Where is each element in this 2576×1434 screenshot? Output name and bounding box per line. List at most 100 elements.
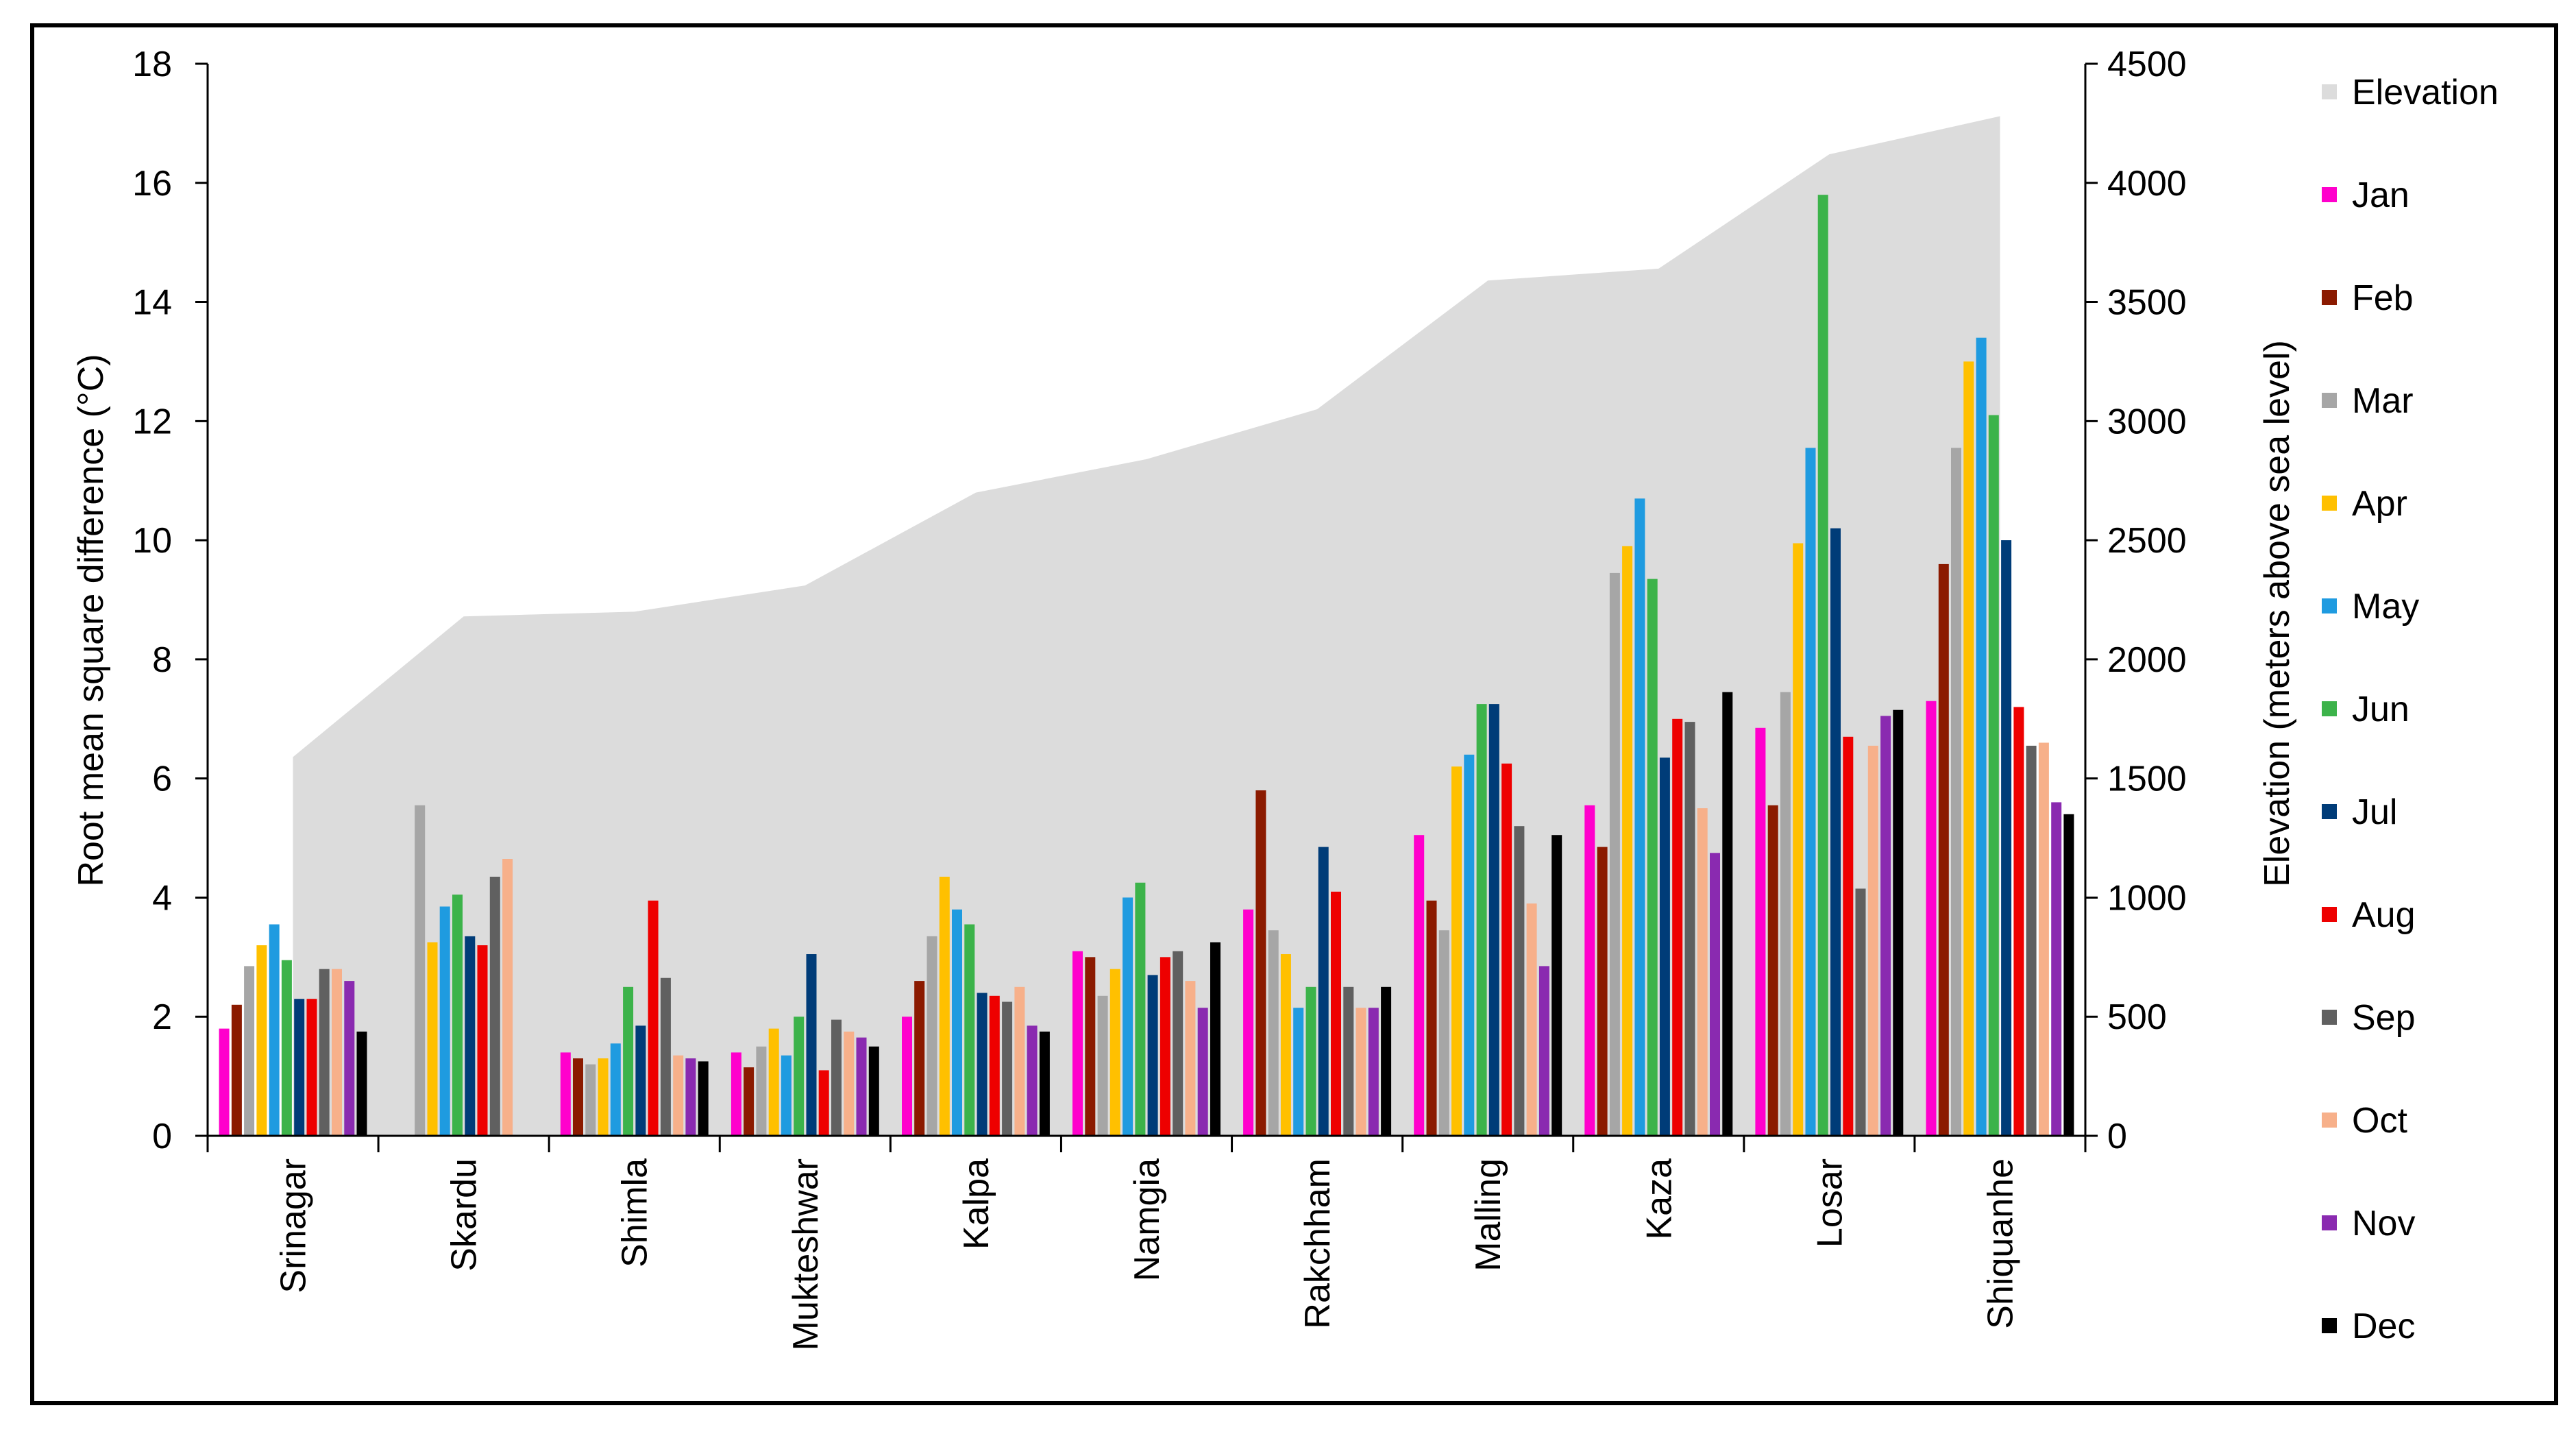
bar-mar-malling	[1438, 930, 1449, 1136]
bar-sep-rakchham	[1343, 986, 1354, 1136]
y-tick-label: 4	[152, 878, 172, 918]
bar-apr-srinagar	[256, 945, 267, 1136]
legend-label-nov: Nov	[2352, 1204, 2415, 1243]
bar-dec-mukteshwar	[868, 1046, 879, 1136]
bar-nov-shiquanhe	[2051, 802, 2062, 1136]
legend-label-may: May	[2352, 587, 2419, 627]
bar-jan-shimla	[560, 1052, 571, 1136]
bar-aug-malling	[1501, 763, 1512, 1136]
bar-oct-losar	[1867, 745, 1878, 1136]
bar-may-shimla	[610, 1043, 621, 1136]
bar-jan-kaza	[1584, 805, 1595, 1136]
bar-jan-malling	[1414, 835, 1425, 1136]
bar-dec-rakchham	[1381, 986, 1392, 1136]
bar-mar-skardu	[415, 805, 426, 1136]
bar-may-kalpa	[952, 909, 962, 1136]
legend-swatch-may	[2322, 598, 2337, 613]
bar-nov-srinagar	[344, 981, 355, 1136]
bar-nov-kalpa	[1027, 1025, 1038, 1136]
y-tick-label: 8	[152, 640, 172, 680]
bar-dec-kaza	[1722, 692, 1733, 1136]
legend-swatch-jul	[2322, 804, 2337, 819]
category-label-shiquanhe: Shiquanhe	[1980, 1158, 2020, 1329]
y-tick-label: 14	[132, 283, 172, 323]
bar-oct-shiquanhe	[2038, 742, 2049, 1136]
y2-tick-label: 3000	[2107, 402, 2187, 441]
category-label-malling: Malling	[1469, 1158, 1508, 1272]
y2-tick-label: 4500	[2107, 45, 2187, 84]
bar-jan-namgia	[1072, 951, 1083, 1136]
bar-sep-malling	[1514, 826, 1525, 1136]
y-tick-label: 18	[132, 45, 172, 84]
bar-aug-mukteshwar	[818, 1070, 829, 1136]
bar-mar-mukteshwar	[756, 1046, 767, 1136]
y2-tick-label: 2500	[2107, 521, 2187, 561]
bar-jul-srinagar	[294, 999, 305, 1136]
bar-jun-mukteshwar	[794, 1017, 805, 1136]
y-tick-label: 0	[152, 1117, 172, 1156]
bar-mar-shiquanhe	[1951, 448, 1961, 1136]
legend-label-elevation: Elevation	[2352, 73, 2499, 112]
category-label-kalpa: Kalpa	[957, 1158, 996, 1250]
bar-apr-skardu	[427, 942, 438, 1136]
bar-feb-rakchham	[1255, 790, 1266, 1136]
bar-jul-kalpa	[977, 993, 988, 1136]
legend-label-sep: Sep	[2352, 998, 2416, 1038]
legend-swatch-jan	[2322, 187, 2337, 202]
legend-label-apr: Apr	[2352, 484, 2407, 524]
bar-apr-shimla	[598, 1058, 609, 1136]
legend-swatch-dec	[2322, 1318, 2337, 1333]
bar-jul-skardu	[465, 936, 476, 1136]
bar-nov-mukteshwar	[856, 1037, 867, 1136]
bar-aug-skardu	[477, 945, 488, 1136]
bar-sep-kaza	[1684, 722, 1695, 1136]
bar-dec-shimla	[698, 1061, 709, 1136]
y-tick-label: 10	[132, 521, 172, 561]
bar-jul-losar	[1830, 528, 1841, 1136]
y2-tick-label: 0	[2107, 1117, 2127, 1156]
category-label-shimla: Shimla	[615, 1158, 655, 1267]
legend-label-jun: Jun	[2352, 690, 2409, 729]
bar-dec-namgia	[1210, 942, 1220, 1136]
legend-swatch-mar	[2322, 393, 2337, 408]
bar-jul-namgia	[1147, 975, 1158, 1136]
bar-may-srinagar	[269, 924, 280, 1136]
legend-group: Elevation Jan Feb Mar Apr May Jun Jul Aug Sep Oct N…	[2322, 73, 2499, 1346]
legend-swatch-apr	[2322, 496, 2337, 511]
bar-apr-namgia	[1109, 969, 1120, 1136]
bar-jan-losar	[1755, 727, 1766, 1136]
bar-jun-shiquanhe	[1988, 415, 1999, 1136]
category-label-rakchham: Rakchham	[1298, 1158, 1338, 1329]
category-label-srinagar: Srinagar	[274, 1158, 314, 1293]
bar-oct-malling	[1526, 903, 1537, 1136]
legend-swatch-nov	[2322, 1215, 2337, 1230]
bar-oct-kaza	[1697, 808, 1708, 1136]
bar-jun-skardu	[452, 895, 463, 1136]
legend-label-oct: Oct	[2352, 1101, 2407, 1141]
bar-jul-rakchham	[1318, 847, 1329, 1136]
bar-jan-kalpa	[902, 1017, 912, 1136]
bar-jul-kaza	[1659, 757, 1670, 1136]
legend-swatch-aug	[2322, 907, 2337, 922]
y-tick-label: 12	[132, 402, 172, 441]
bar-apr-shiquanhe	[1963, 361, 1974, 1136]
y2-tick-label: 3500	[2107, 283, 2187, 323]
bar-sep-srinagar	[319, 969, 330, 1136]
bar-sep-kalpa	[1002, 1001, 1013, 1136]
bar-dec-srinagar	[356, 1031, 367, 1136]
bar-mar-kalpa	[927, 936, 937, 1136]
y-tick-label: 6	[152, 759, 172, 799]
bar-mar-rakchham	[1268, 930, 1279, 1136]
legend-label-dec: Dec	[2352, 1307, 2415, 1346]
bar-feb-shiquanhe	[1938, 563, 1949, 1136]
bar-mar-srinagar	[244, 966, 255, 1136]
bar-feb-kalpa	[914, 981, 925, 1136]
bar-apr-malling	[1451, 766, 1462, 1136]
bar-may-skardu	[439, 906, 450, 1136]
legend-label-jul: Jul	[2352, 792, 2397, 832]
bar-apr-mukteshwar	[768, 1028, 779, 1136]
bar-jan-mukteshwar	[731, 1052, 741, 1136]
bar-may-malling	[1464, 754, 1475, 1136]
legend-swatch-oct	[2322, 1113, 2337, 1128]
